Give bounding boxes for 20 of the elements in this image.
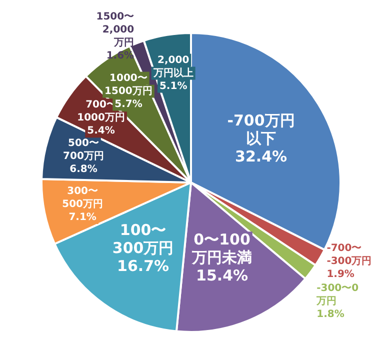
slice-label: 2,000万円以上 <box>152 54 194 79</box>
data-label: 6.8% <box>70 164 98 176</box>
data-label: 5.1% <box>159 80 188 92</box>
slice-label: 0〜100万円未満 <box>191 230 252 267</box>
data-label: 7.1% <box>68 212 96 224</box>
data-label: 5.7% <box>114 98 142 110</box>
slice-label: -700〜-300万円 <box>326 243 372 268</box>
data-label: 15.4% <box>196 266 248 285</box>
slice-label: 1000〜1500万円 <box>104 72 152 97</box>
data-label: 32.4% <box>234 147 288 166</box>
slice-label: 100〜300万円 <box>112 221 174 258</box>
slice-label: -700万円以下 <box>227 111 295 148</box>
slice-label: 300〜500万円 <box>62 186 104 210</box>
data-label: 1.9% <box>326 269 354 280</box>
data-label: 16.7% <box>117 257 170 276</box>
slice-label: 500〜700万円 <box>63 138 104 162</box>
data-label: 5.4% <box>87 126 115 137</box>
data-label: 1.8% <box>316 309 344 320</box>
slice-label: -300〜0万円 <box>316 283 359 308</box>
slice-label: 1500〜2,000万円 <box>96 11 134 48</box>
